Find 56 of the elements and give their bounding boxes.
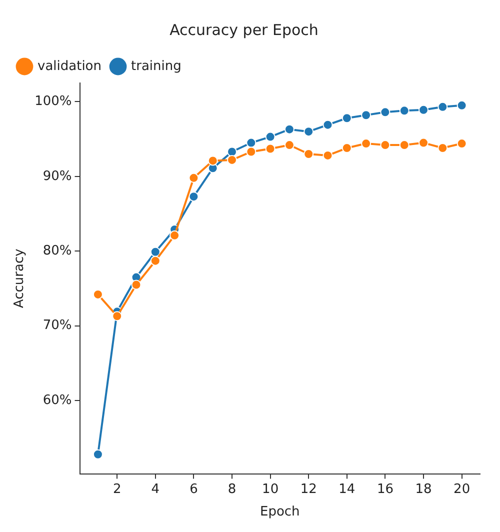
point (92, 449, 103, 460)
x-tick-label: 2 (112, 482, 122, 497)
y-tick-label: 70% (42, 318, 72, 334)
point (150, 256, 160, 266)
point (246, 146, 256, 157)
point (208, 156, 218, 166)
point (304, 126, 314, 137)
point (399, 140, 410, 150)
point (188, 192, 199, 202)
x-tick-label: 10 (262, 482, 279, 497)
point (342, 143, 352, 154)
x-tick-label: 16 (376, 482, 394, 497)
point (150, 246, 160, 257)
point (399, 106, 410, 116)
y-axis-title: Accuracy (12, 248, 28, 308)
x-tick-label: 14 (338, 482, 356, 497)
point (456, 138, 467, 149)
point (438, 143, 448, 154)
point (304, 148, 314, 159)
x-tick-label: 12 (300, 482, 317, 497)
x-tick-label: 8 (228, 482, 236, 497)
point (284, 124, 294, 134)
y-tick-label: 90% (42, 168, 72, 184)
y-tick-label: 60% (42, 392, 72, 408)
point (227, 154, 238, 165)
point (361, 110, 372, 120)
point (322, 150, 333, 160)
point (265, 132, 276, 142)
point (418, 138, 429, 148)
legend-label: training (131, 58, 182, 74)
point (380, 140, 390, 150)
x-tick-label: 18 (415, 482, 432, 497)
point (227, 146, 238, 157)
point (361, 138, 372, 149)
point (265, 144, 276, 154)
y-tick-label: 100% (34, 94, 72, 110)
point (188, 172, 199, 183)
point (246, 138, 256, 148)
chart-title: Accuracy per Epoch (170, 20, 318, 39)
x-tick-label: 4 (151, 482, 160, 497)
point (438, 102, 448, 112)
point (92, 289, 103, 300)
point (131, 280, 142, 290)
point (322, 120, 333, 130)
point (112, 311, 122, 322)
legend-label: validation (38, 58, 102, 74)
x-tick-label: 6 (190, 482, 198, 497)
point (418, 104, 429, 115)
point (284, 140, 294, 150)
x-tick-label: 20 (454, 482, 470, 497)
point (170, 230, 180, 240)
x-axis-title: Epoch (260, 504, 300, 520)
point (380, 107, 390, 118)
point (342, 113, 352, 124)
y-tick-label: 80% (42, 244, 72, 258)
point (456, 100, 467, 110)
